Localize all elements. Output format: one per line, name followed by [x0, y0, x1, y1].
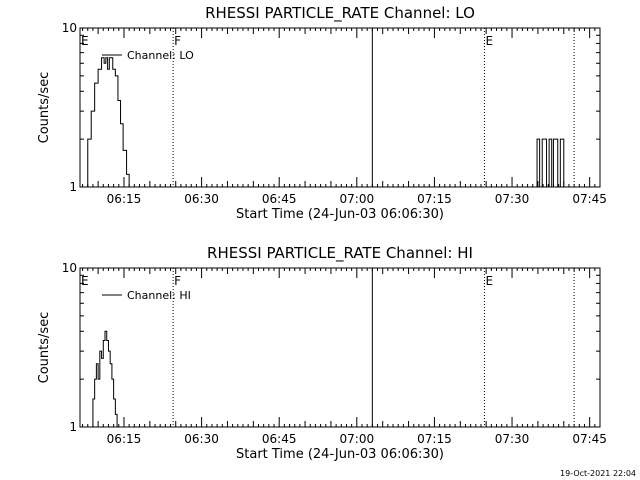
x-tick-label: 06:15 [107, 192, 142, 206]
x-tick-label: 06:45 [262, 432, 297, 446]
x-axis-label: Start Time (24-Jun-03 06:06:30) [236, 447, 444, 462]
y-axis-label: Counts/sec [37, 72, 52, 144]
event-marker-label: E [81, 274, 89, 288]
panel-hi: RHESSI PARTICLE_RATE Channel: HI 10 1 Count… [37, 244, 607, 462]
x-tick-label: 07:45 [572, 192, 607, 206]
y-tick-label: 1 [69, 420, 77, 434]
chart-title: RHESSI PARTICLE_RATE Channel: LO [205, 4, 475, 23]
x-tick-label: 07:30 [495, 432, 530, 446]
x-tick-label: 06:30 [184, 192, 219, 206]
x-tick-label: 07:45 [572, 432, 607, 446]
series-line [84, 57, 565, 188]
event-marker-label: F [174, 34, 181, 48]
timestamp: 19-Oct-2021 22:04 [560, 469, 636, 478]
x-tick-label: 06:15 [107, 432, 142, 446]
chart-title: RHESSI PARTICLE_RATE Channel: HI [207, 244, 473, 263]
y-tick-label: 10 [62, 261, 77, 275]
x-tick-label: 07:00 [340, 192, 375, 206]
series-line [91, 330, 118, 428]
y-axis-label: Counts/sec [37, 312, 52, 384]
x-tick-label: 07:00 [340, 432, 375, 446]
plot-frame [79, 267, 601, 428]
x-tick-label: 06:30 [184, 432, 219, 446]
y-tick-label: 10 [62, 21, 77, 35]
y-tick-label: 1 [69, 180, 77, 194]
event-marker-label: E [485, 34, 493, 48]
x-tick-label: 07:15 [417, 432, 452, 446]
x-tick-label: 07:15 [417, 192, 452, 206]
x-tick-label: 07:30 [495, 192, 530, 206]
event-marker-label: E [81, 34, 89, 48]
x-tick-label: 06:45 [262, 192, 297, 206]
event-marker-label: F [174, 274, 181, 288]
legend-entry: Channel: HI [127, 289, 191, 302]
event-marker-label: E [485, 274, 493, 288]
panel-lo: RHESSI PARTICLE_RATE Channel: LO 10 1 Count… [37, 4, 607, 222]
legend-entry: Channel: LO [127, 49, 194, 62]
x-axis-label: Start Time (24-Jun-03 06:06:30) [236, 207, 444, 222]
